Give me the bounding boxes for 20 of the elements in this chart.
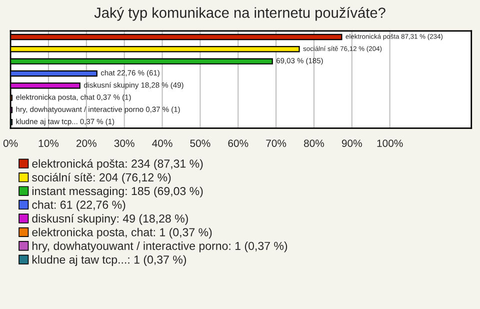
x-tick-label: 0% (3, 140, 18, 147)
x-tick-label: 90% (342, 140, 362, 147)
legend-label: diskusní skupiny: 49 (18,28 %) (32, 214, 188, 225)
legend-label: kludne aj taw tcp...: 1 (0,37 %) (32, 255, 186, 266)
x-tick-label: 40% (152, 140, 172, 147)
x-tick-label: 60% (228, 140, 248, 147)
legend-label: elektronická pošta: 234 (87,31 %) (32, 159, 203, 170)
legend-label: hry, dowhatyouwant / interactive porno: 1 (0,37 %) (32, 242, 288, 252)
legend-label: sociální sítě: 204 (76,12 %) (32, 172, 171, 184)
legend-label: chat: 61 (22,76 %) (32, 200, 126, 212)
x-tick-label: 70% (266, 140, 286, 147)
x-tick-label: 80% (304, 140, 324, 147)
legend-label: elektronicka posta, chat: 1 (0,37 %) (32, 228, 212, 239)
chart-title: Jaký typ komunikace na internetu používáte? (94, 7, 386, 21)
x-tick-label: 100% (377, 140, 403, 147)
x-tick-label: 30% (114, 140, 134, 147)
x-tick-label: 50% (190, 140, 210, 147)
legend-label: instant messaging: 185 (69,03 %) (32, 186, 203, 198)
x-tick-label: 20% (76, 140, 96, 147)
x-tick-label: 10% (38, 140, 59, 147)
